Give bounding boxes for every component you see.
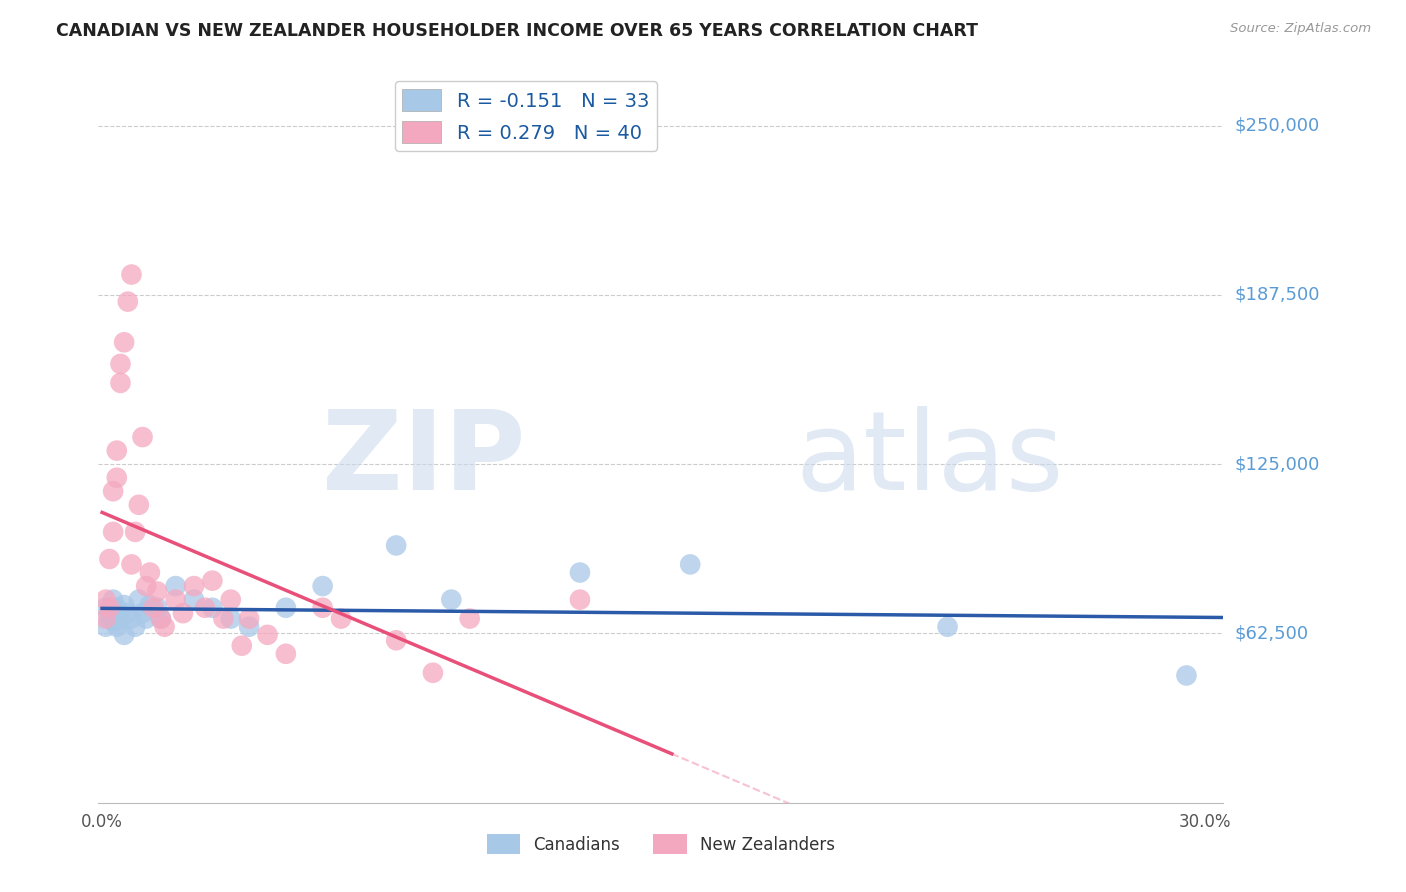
Point <box>201 574 224 588</box>
Point <box>201 600 224 615</box>
Point <box>101 592 124 607</box>
Point <box>458 611 481 625</box>
Legend: Canadians, New Zealanders: Canadians, New Zealanders <box>479 828 842 860</box>
Point <box>98 611 121 625</box>
Point <box>149 611 172 625</box>
Point <box>146 584 169 599</box>
Text: $187,500: $187,500 <box>1234 285 1320 304</box>
Text: CANADIAN VS NEW ZEALANDER HOUSEHOLDER INCOME OVER 65 YEARS CORRELATION CHART: CANADIAN VS NEW ZEALANDER HOUSEHOLDER IN… <box>56 22 979 40</box>
Point <box>124 620 146 634</box>
Point <box>98 552 121 566</box>
Point <box>131 430 153 444</box>
Point <box>231 639 253 653</box>
Text: $62,500: $62,500 <box>1234 624 1309 642</box>
Point <box>679 558 702 572</box>
Point <box>172 606 194 620</box>
Point <box>121 268 143 282</box>
Point <box>121 611 143 625</box>
Text: $250,000: $250,000 <box>1234 117 1320 135</box>
Text: ZIP: ZIP <box>322 406 526 513</box>
Text: $125,000: $125,000 <box>1234 455 1320 473</box>
Point <box>94 611 117 625</box>
Point <box>142 600 165 615</box>
Point <box>238 611 260 625</box>
Point <box>274 600 297 615</box>
Point <box>568 566 591 580</box>
Point <box>94 592 117 607</box>
Point <box>101 615 124 629</box>
Point <box>311 579 333 593</box>
Point <box>110 357 132 371</box>
Point <box>98 600 121 615</box>
Point <box>194 600 217 615</box>
Point <box>112 335 135 350</box>
Point <box>124 524 146 539</box>
Point <box>256 628 278 642</box>
Point <box>117 606 139 620</box>
Point <box>146 600 169 615</box>
Point <box>274 647 297 661</box>
Point <box>110 376 132 390</box>
Point <box>440 592 463 607</box>
Point <box>139 566 162 580</box>
Point <box>936 620 959 634</box>
Point <box>135 579 157 593</box>
Point <box>98 606 121 620</box>
Text: Source: ZipAtlas.com: Source: ZipAtlas.com <box>1230 22 1371 36</box>
Point <box>139 598 162 612</box>
Point <box>128 592 150 607</box>
Point <box>135 611 157 625</box>
Point <box>183 592 205 607</box>
Point <box>105 443 128 458</box>
Point <box>112 628 135 642</box>
Point <box>94 600 117 615</box>
Point <box>165 579 187 593</box>
Point <box>112 598 135 612</box>
Point <box>101 524 124 539</box>
Point <box>121 558 143 572</box>
Point <box>117 294 139 309</box>
Point <box>153 620 176 634</box>
Point <box>1175 668 1198 682</box>
Point <box>105 471 128 485</box>
Point <box>131 606 153 620</box>
Point <box>165 592 187 607</box>
Point <box>101 484 124 499</box>
Point <box>105 600 128 615</box>
Point <box>110 611 132 625</box>
Point <box>219 592 242 607</box>
Point <box>212 611 235 625</box>
Point <box>238 620 260 634</box>
Point <box>422 665 444 680</box>
Point <box>149 611 172 625</box>
Point <box>330 611 353 625</box>
Point <box>105 620 128 634</box>
Point <box>128 498 150 512</box>
Point <box>568 592 591 607</box>
Point <box>183 579 205 593</box>
Point <box>385 633 408 648</box>
Point <box>311 600 333 615</box>
Point <box>219 611 242 625</box>
Text: atlas: atlas <box>796 406 1064 513</box>
Point <box>94 620 117 634</box>
Point <box>385 538 408 552</box>
